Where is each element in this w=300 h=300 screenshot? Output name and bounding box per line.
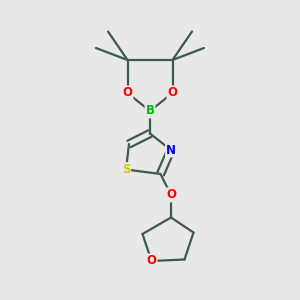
- Text: B: B: [146, 104, 154, 118]
- Text: S: S: [122, 163, 130, 176]
- Text: O: O: [167, 86, 178, 100]
- Text: O: O: [146, 254, 157, 268]
- Text: O: O: [122, 86, 133, 100]
- Text: N: N: [166, 143, 176, 157]
- Text: O: O: [166, 188, 176, 202]
